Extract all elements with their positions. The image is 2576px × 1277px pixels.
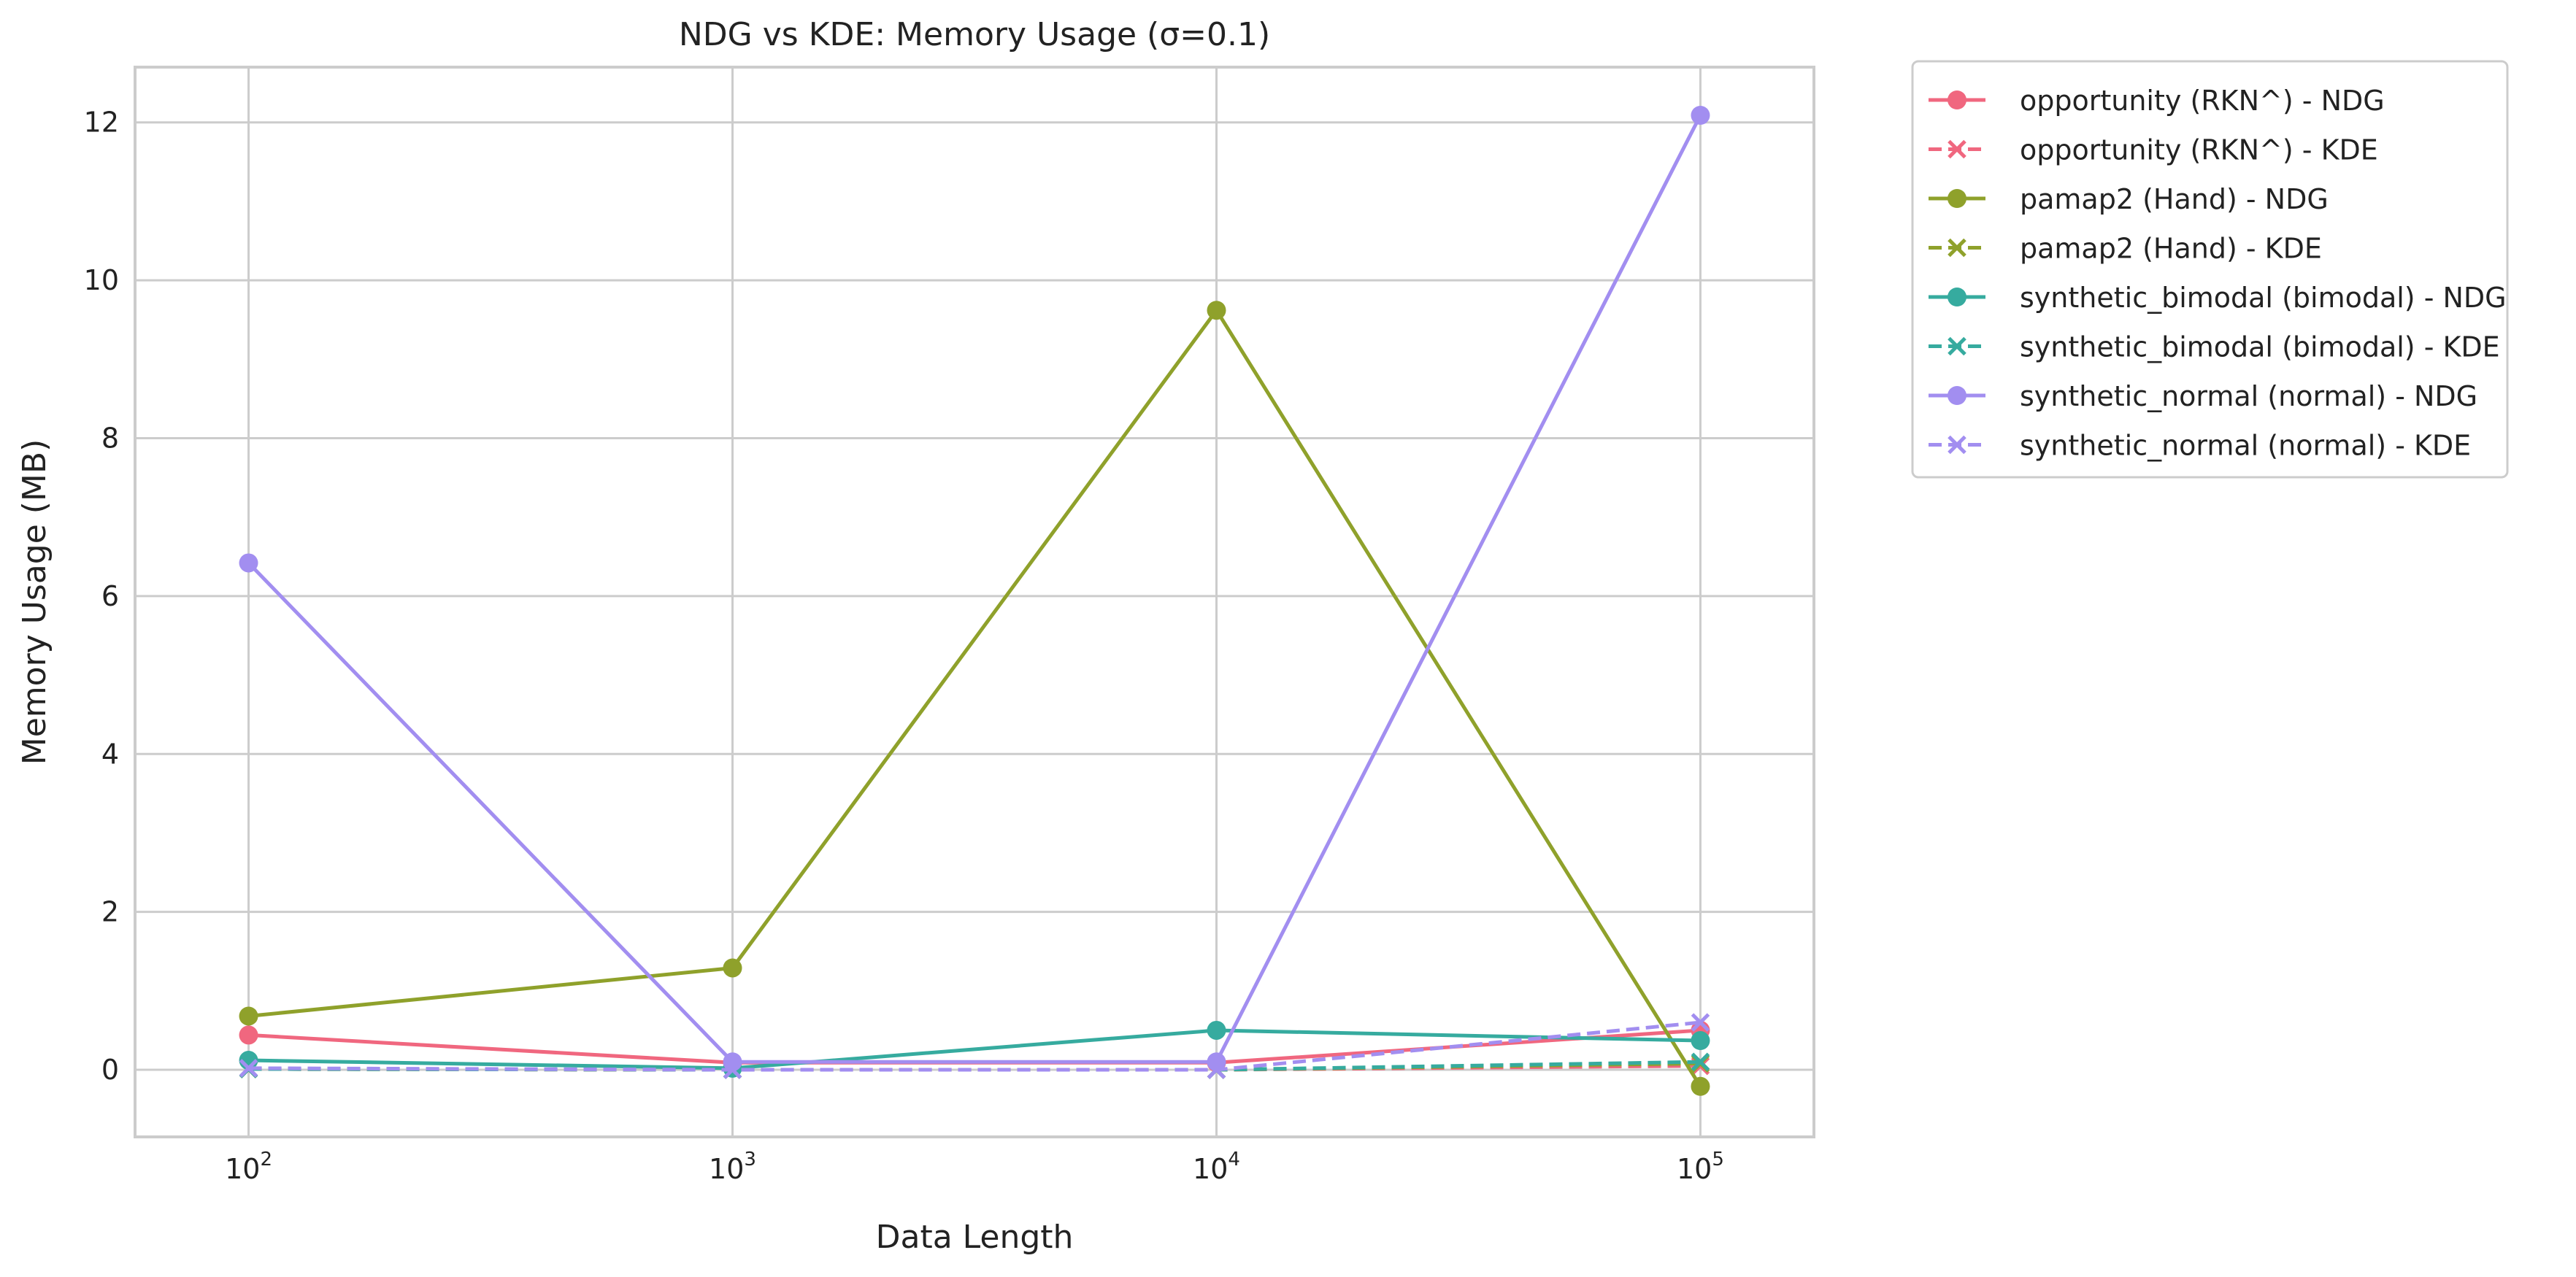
legend-entry: synthetic_normal (normal) - KDE (1929, 430, 2471, 462)
legend-marker (1948, 90, 1966, 109)
legend-label: synthetic_bimodal (bimodal) - KDE (2020, 331, 2500, 363)
data-point (239, 553, 258, 573)
x-axis-ticks: 102 103 104 105 (225, 1149, 1724, 1185)
data-point (1207, 1020, 1226, 1040)
legend-marker (1948, 435, 1966, 455)
x-tick-label: 104 (1193, 1149, 1240, 1185)
y-tick-label: 10 (84, 264, 119, 296)
legend-marker (1948, 386, 1966, 405)
data-point (239, 1059, 258, 1078)
legend-marker (1948, 336, 1966, 356)
series-line (248, 1020, 1701, 1072)
series-line (248, 308, 1702, 1088)
x-axis-label: Data Length (876, 1219, 1074, 1256)
legend-marker (1948, 189, 1966, 208)
legend-box (1911, 60, 2509, 479)
x-tick-label: 105 (1677, 1149, 1724, 1185)
y-tick-label: 8 (101, 423, 119, 455)
legend-label: pamap2 (Hand) - KDE (2020, 233, 2322, 265)
legend-marker (1948, 288, 1966, 306)
legend-entry: opportunity (RKN^) - NDG (1929, 85, 2385, 117)
y-axis-ticks: 0 2 4 6 8 10 12 (84, 107, 119, 1086)
y-tick-label: 6 (101, 580, 119, 612)
plot-frame (134, 66, 1815, 1138)
y-tick-label: 4 (101, 738, 119, 770)
data-point (723, 958, 742, 978)
y-tick-label: 12 (84, 107, 119, 139)
series-2 (239, 301, 1710, 1096)
x-tick-label: 103 (709, 1149, 756, 1185)
data-point (1691, 1031, 1710, 1051)
grid-lines (135, 67, 1814, 1137)
legend-marker (1948, 238, 1966, 258)
legend-label: synthetic_bimodal (bimodal) - NDG (2020, 282, 2507, 314)
data-point (1691, 1052, 1710, 1071)
series-6 (239, 105, 1710, 1072)
data-point (723, 1060, 742, 1079)
legend-label: opportunity (RKN^) - NDG (2020, 85, 2385, 117)
legend: opportunity (RKN^) - NDG opportunity (RKN… (1911, 60, 2509, 479)
legend-label: synthetic_normal (normal) - NDG (2020, 380, 2477, 412)
data-point (1207, 301, 1226, 320)
legend-entry: synthetic_bimodal (bimodal) - NDG (1929, 282, 2507, 314)
legend-entry: pamap2 (Hand) - KDE (1929, 233, 2322, 265)
legend-entry: synthetic_normal (normal) - NDG (1929, 380, 2477, 412)
legend-entry: synthetic_bimodal (bimodal) - KDE (1929, 331, 2500, 363)
chart-title: NDG vs KDE: Memory Usage (σ=0.1) (679, 16, 1270, 53)
data-point (1691, 1013, 1710, 1032)
legend-marker (1948, 139, 1966, 159)
series-3 (239, 1054, 1710, 1079)
series-7 (239, 1013, 1710, 1079)
series-5 (239, 1052, 1710, 1079)
legend-label: pamap2 (Hand) - NDG (2020, 183, 2329, 215)
series-lines (239, 105, 1710, 1096)
y-tick-label: 0 (101, 1054, 119, 1086)
y-axis-label: Memory Usage (MB) (16, 439, 53, 765)
data-point (239, 1025, 258, 1045)
series-line (247, 114, 1702, 1064)
x-tick-label: 102 (225, 1149, 272, 1185)
legend-entry: opportunity (RKN^) - KDE (1929, 134, 2378, 166)
legend-label: opportunity (RKN^) - KDE (2020, 134, 2378, 166)
legend-label: synthetic_normal (normal) - KDE (2020, 430, 2471, 462)
data-point (239, 1006, 258, 1026)
data-point (1691, 105, 1710, 125)
legend-entry: pamap2 (Hand) - NDG (1929, 183, 2329, 215)
series-line (248, 1028, 1701, 1070)
y-tick-label: 2 (101, 896, 119, 928)
data-point (1691, 1076, 1710, 1096)
data-point (1207, 1060, 1226, 1079)
